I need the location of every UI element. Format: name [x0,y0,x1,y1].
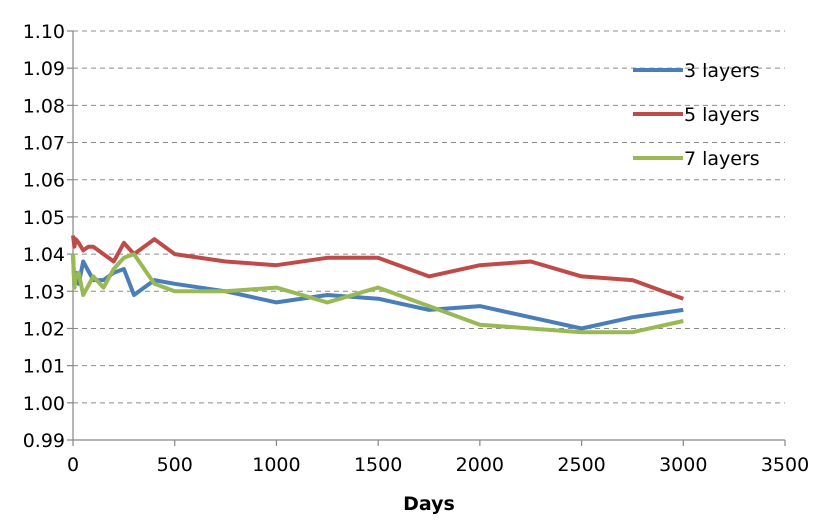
y-tick-label: 1.04 [23,244,65,266]
x-tick-label: 2500 [557,454,605,476]
series-line-2 [71,235,684,301]
series-line-3 [71,252,684,335]
y-tick-label: 1.07 [23,133,65,155]
y-tick-label: 1.10 [23,21,65,43]
y-tick-label: 1.05 [23,207,65,229]
x-tick-label: 0 [67,454,79,476]
gridlines [73,30,785,404]
y-tick-label: 1.00 [23,393,65,415]
x-tick-label: 3000 [659,454,707,476]
y-tick-label: 1.09 [23,58,65,80]
y-tick-label: 1.03 [23,281,65,303]
x-tick-label: 2000 [456,454,504,476]
legend: 3 layers 5 layers 7 layers [633,60,760,170]
y-tick-label: 1.01 [23,356,65,378]
y-tick-label: 0.99 [23,430,65,452]
y-tick-label: 1.06 [23,170,65,192]
legend-label-3: 7 layers [684,148,760,170]
axes: 0.99 1.00 1.01 1.02 1.03 1.04 1.05 1.06 1.07 1.08… [23,21,809,476]
x-tick-label: 1500 [354,454,402,476]
y-tick-label: 1.08 [23,95,65,117]
x-tick-label: 1000 [252,454,300,476]
series-line-1 [71,254,684,331]
legend-label-1: 3 layers [684,60,760,82]
x-tick-label: 3500 [761,454,809,476]
x-axis-title: Days [403,493,455,515]
x-tick-label: 500 [157,454,193,476]
legend-label-2: 5 layers [684,104,760,126]
series-lines [71,235,684,335]
y-tick-label: 1.02 [23,318,65,340]
